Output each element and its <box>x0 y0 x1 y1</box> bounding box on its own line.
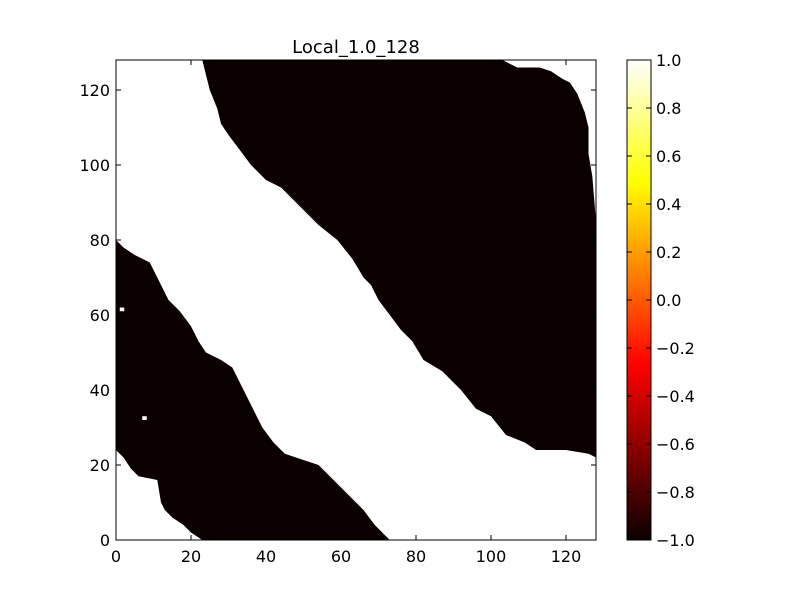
x-tick-label: 120 <box>551 547 582 566</box>
y-tick-label: 120 <box>79 81 110 100</box>
colorbar: 1.0 0.8 0.6 0.4 0.2 0.0 −0.2 −0.4 −0.6 −0.8 −1.0 <box>626 51 695 550</box>
colorbar-tick-label: 1.0 <box>656 51 681 70</box>
y-axis: 0 20 40 60 80 100 120 <box>79 81 596 550</box>
colorbar-tick-label: −0.4 <box>656 387 695 406</box>
x-tick-label: 20 <box>181 547 201 566</box>
plot-area <box>116 60 596 540</box>
heatmap-region-lower-left <box>116 240 390 540</box>
y-tick-label: 80 <box>90 231 110 250</box>
x-tick-label: 100 <box>476 547 507 566</box>
colorbar-tick-label: −1.0 <box>656 531 695 550</box>
y-tick-label: 40 <box>90 381 110 400</box>
x-tick-label: 80 <box>406 547 426 566</box>
y-tick-label: 60 <box>90 306 110 325</box>
x-tick-label: 40 <box>256 547 276 566</box>
y-tick-label: 0 <box>100 531 110 550</box>
y-tick-label: 100 <box>79 156 110 175</box>
heatmap-speck <box>119 307 125 312</box>
colorbar-tick-label: −0.2 <box>656 339 695 358</box>
chart-title: Local_1.0_128 <box>292 37 420 58</box>
colorbar-tick-label: −0.6 <box>656 435 695 454</box>
colorbar-tick-label: 0.6 <box>656 147 681 166</box>
x-tick-label: 0 <box>111 547 121 566</box>
heatmap-region-upper-right <box>202 60 596 458</box>
colorbar-tick-label: 0.0 <box>656 291 681 310</box>
colorbar-tick-label: 0.8 <box>656 99 681 118</box>
x-tick-label: 60 <box>331 547 351 566</box>
heatmap-speck <box>142 416 147 420</box>
y-tick-label: 20 <box>90 456 110 475</box>
colorbar-tick-label: −0.8 <box>656 483 695 502</box>
plot-frame <box>115 59 597 541</box>
x-axis: 0 20 40 60 80 100 120 <box>111 60 581 566</box>
colorbar-tick-label: 0.2 <box>656 243 681 262</box>
colorbar-tick-label: 0.4 <box>656 195 681 214</box>
